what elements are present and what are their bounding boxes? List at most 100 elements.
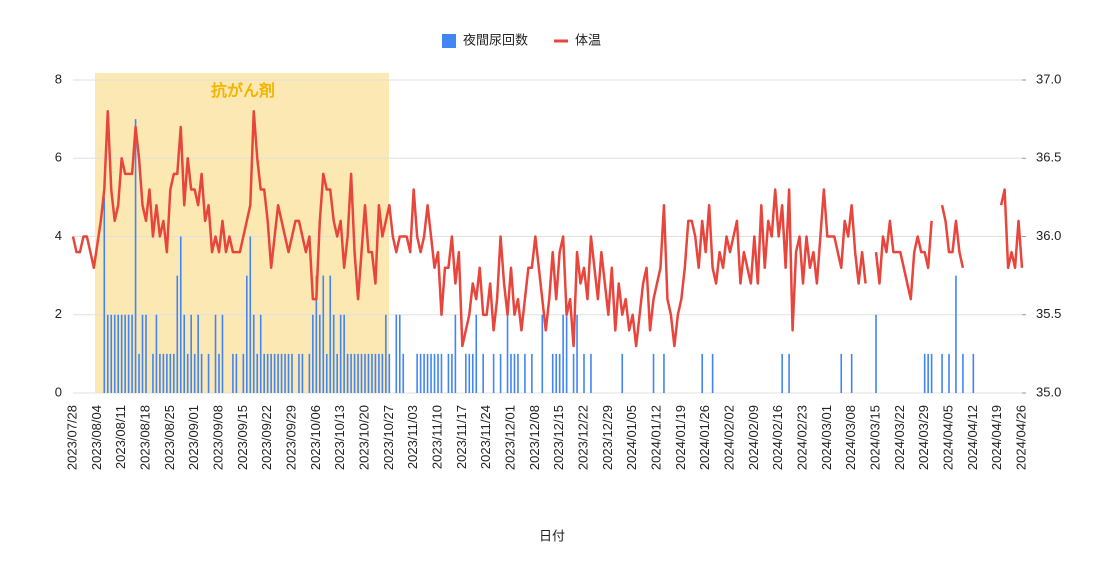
bar [312, 314, 314, 393]
bar [232, 353, 234, 393]
bar [621, 353, 624, 393]
bar [127, 314, 130, 393]
bar [531, 353, 533, 393]
bar [510, 353, 512, 393]
bar [558, 353, 561, 393]
bar [166, 353, 168, 393]
bar [419, 353, 422, 393]
bar [565, 314, 568, 393]
x-tick-label: 2024/02/16 [770, 405, 785, 470]
bar [663, 353, 665, 393]
bar [235, 353, 238, 393]
line [71, 110, 1024, 348]
legend-label: 体温 [575, 32, 601, 47]
bar [524, 353, 526, 393]
bar [218, 353, 220, 393]
bar [388, 353, 391, 393]
bar [923, 353, 926, 393]
bar [962, 353, 964, 393]
x-tick-label: 2023/10/06 [308, 405, 323, 470]
bar [541, 314, 544, 393]
x-tick-label: 2023/09/08 [210, 405, 225, 470]
bar [242, 353, 245, 393]
bar [343, 314, 345, 393]
legend-label: 夜間尿回数 [463, 32, 528, 47]
bar [572, 353, 575, 393]
bar [426, 353, 429, 393]
x-tick-label: 2024/01/26 [697, 405, 712, 470]
bar [117, 314, 119, 393]
bar [551, 353, 554, 393]
bar [513, 353, 516, 393]
bar [423, 353, 425, 393]
bar [506, 314, 509, 393]
bar [155, 314, 158, 393]
bar [332, 314, 335, 393]
bar [113, 314, 116, 393]
bar [207, 353, 210, 393]
bar [381, 353, 384, 393]
x-tick-label: 2023/10/20 [356, 405, 371, 470]
y2-tick-label: 35.0 [1036, 384, 1061, 399]
bar [246, 275, 248, 393]
bar [325, 353, 328, 393]
bar [930, 353, 933, 393]
bar [364, 353, 366, 393]
y-tick-label: 4 [55, 228, 62, 243]
bar [447, 353, 450, 393]
bar [256, 353, 259, 393]
bar [193, 353, 196, 393]
x-tick-label: 2024/03/08 [843, 405, 858, 470]
x-tick-label: 2024/02/09 [746, 405, 761, 470]
bar [131, 314, 133, 393]
bar [475, 314, 478, 393]
x-tick-label: 2024/01/12 [648, 405, 663, 470]
bar [266, 353, 269, 393]
y2-tick-label: 36.0 [1036, 228, 1061, 243]
y-tick-label: 6 [55, 150, 62, 165]
bar [840, 353, 843, 393]
bar [948, 353, 950, 393]
x-tick-label: 2023/09/22 [259, 405, 274, 470]
bar [781, 353, 783, 393]
bar [562, 314, 564, 393]
x-tick-label: 2023/08/18 [137, 405, 152, 470]
x-tick-label: 2024/01/05 [624, 405, 639, 470]
bar [875, 314, 877, 393]
x-tick-label: 2023/07/28 [64, 405, 79, 470]
bar [711, 353, 714, 393]
x-tick-label: 2023/09/29 [283, 405, 298, 470]
bar [252, 314, 255, 393]
bar [103, 197, 106, 393]
bar [173, 353, 175, 393]
bar [430, 353, 432, 393]
y-tick-label: 2 [55, 306, 62, 321]
x-tick-label: 2023/10/27 [381, 405, 396, 470]
x-tick-label: 2024/04/26 [1013, 405, 1028, 470]
bar [402, 353, 405, 393]
bar [360, 353, 363, 393]
bar [353, 353, 356, 393]
legend-swatch [442, 34, 456, 48]
bar [927, 353, 929, 393]
bar [398, 314, 401, 393]
x-tick-label: 2024/03/29 [916, 405, 931, 470]
bar [482, 353, 484, 393]
annotation: 抗がん剤 [211, 81, 275, 100]
bar [120, 314, 123, 393]
bar [287, 353, 290, 393]
bar [492, 353, 495, 393]
x-tick-label: 2024/03/01 [819, 405, 834, 470]
x-tick-label: 2023/12/22 [575, 405, 590, 470]
bar [850, 353, 853, 393]
x-tick-label: 2023/08/04 [89, 405, 104, 470]
bar [701, 353, 703, 393]
bar [301, 353, 304, 393]
y-tick-label: 0 [55, 384, 62, 399]
bar [308, 353, 311, 393]
x-tick-label: 2023/09/15 [235, 405, 250, 470]
bar [437, 353, 439, 393]
bar [162, 353, 165, 393]
bar [197, 314, 199, 393]
